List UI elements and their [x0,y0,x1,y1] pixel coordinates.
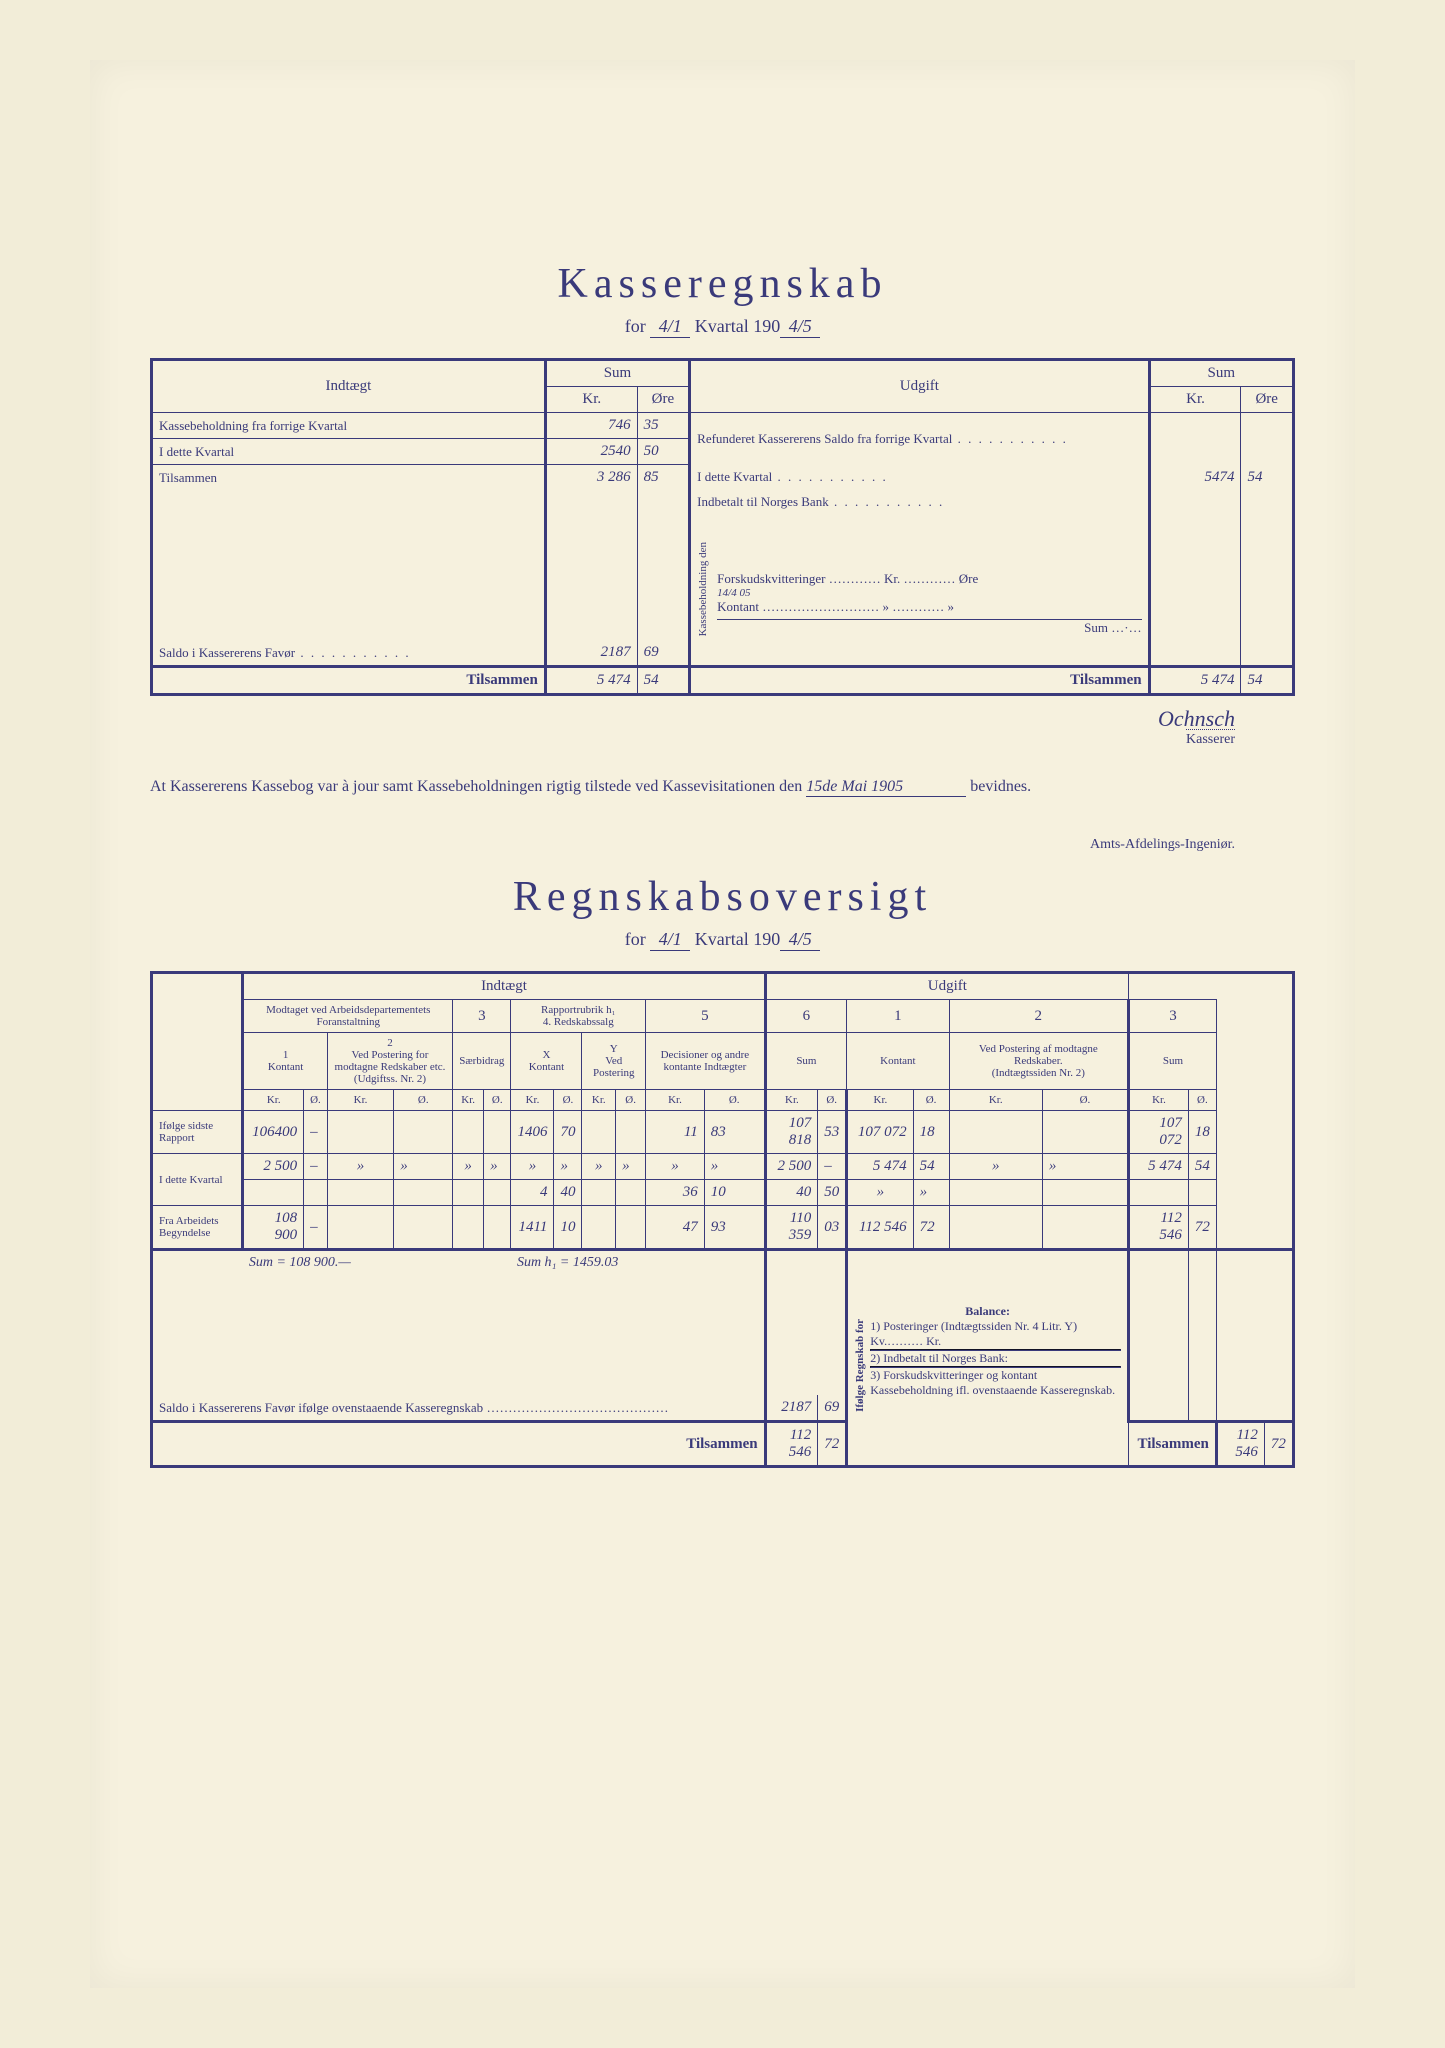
th-kr-l: Kr. [545,387,637,413]
th-ore-l: Øre [637,387,689,413]
subtitle-2: for 4/1 Kvartal 1904/5 [150,929,1295,951]
attest-text: At Kassererens Kassebog var à jour samt … [150,778,802,795]
attest-date: 15de Mai 1905 [806,778,966,797]
r1-label: Kassebeholdning fra forrige Kvartal [152,413,546,439]
amts-label: Amts-Afdelings-Ingeniør. [150,837,1235,853]
r2-ore: 50 [637,439,689,465]
title-1: Kasseregnskab [150,260,1295,308]
th-udgift-2: Udgift [765,973,1128,1000]
th-sum-r: Sum [1149,360,1293,387]
sum-note-1: Sum = 108 900.— [243,1250,511,1276]
tilsammen-l: Tilsammen [152,667,546,695]
tot-r-kr: 5 474 [1149,667,1241,695]
r1-ore: 35 [637,413,689,439]
r6-label: Indbetalt til Norges Bank [697,494,1141,510]
r1-kr: 746 [545,413,637,439]
tot-l-kr: 5 474 [545,667,637,695]
th-udgift: Udgift [690,360,1149,413]
saldo-label-2: Saldo i Kassererens Favør ifølge ovensta… [152,1395,766,1422]
kvartal-label: Kvartal 190 [695,316,780,336]
r3-ore: 85 [637,465,689,491]
th-indtaegt-2: Indtægt [243,973,765,1000]
tilsammen-r-2: Tilsammen [1129,1422,1217,1467]
r2-kr: 2540 [545,439,637,465]
kasseregnskab-table: Indtægt Sum Udgift Sum Kr. Øre Kr. Øre K… [150,358,1295,696]
tilsammen-r: Tilsammen [690,667,1149,695]
th-indtaegt: Indtægt [152,360,546,413]
kasse-vert: Kassebeholdning den [697,542,709,636]
r3-label-2: Fra Arbeidets Begyndelse [152,1206,243,1250]
r8-label: Kontant [717,599,759,614]
r2-label: I dette Kvartal [152,439,546,465]
th-ore-r: Øre [1241,387,1294,413]
tilsammen-l-2: Tilsammen [152,1422,766,1467]
r2-label-2: I dette Kvartal [152,1154,243,1206]
col-c3: 3 [453,1000,511,1033]
col-u2: 2 [949,1000,1128,1033]
col-u3: 3 [1129,1000,1217,1033]
oversigt-table: Indtægt Udgift Modtaget ved Arbeidsdepar… [150,971,1295,1468]
saldo-ore: 69 [637,640,689,667]
document-page: Kasseregnskab for 4/1 Kvartal 1904/5 Ind… [90,60,1355,1988]
th-kr-r: Kr. [1149,387,1241,413]
signature: Ochnsch [1158,706,1235,731]
col-g4: Rapportrubrik h₁4. Redskabssalg [511,1000,646,1033]
tot-r-ore: 54 [1241,667,1294,695]
attestation: At Kassererens Kassebog var à jour samt … [150,778,1295,797]
attest-end: bevidnes. [970,778,1031,795]
r5-kr: 5474 [1149,465,1241,491]
th-sum-l: Sum [545,360,689,387]
col-c6: 6 [765,1000,847,1033]
kvartal-num: 4/1 [650,316,690,338]
r3-label: Tilsammen [152,465,546,491]
balance-box: Balance: Ifølge Regnskab for 1) Posterin… [847,1250,1129,1467]
r3-kr: 3 286 [545,465,637,491]
r4-label: Refunderet Kassererens Saldo fra forrige… [690,413,1149,465]
r1-label-2: Ifølge sidste Rapport [152,1111,243,1154]
r5-label: I dette Kvartal [690,465,1149,491]
col-g1: Modtaget ved Arbeidsdepartementets Foran… [243,1000,453,1033]
kasserer-label: Kasserer [1186,729,1235,747]
r9-label: Sum [1084,620,1108,635]
title-2: Regnskabsoversigt [150,873,1295,921]
sum-note-2: Sum h₁ = 1459.03 [511,1250,765,1276]
col-c5: 5 [646,1000,766,1033]
r8-date: 14/4 05 [717,587,1141,599]
for-label: for [625,316,646,336]
signature-line: Ochnsch Kasserer [150,706,1235,748]
r5-ore: 54 [1241,465,1294,491]
year-frac: 4/5 [780,316,820,338]
subtitle-1: for 4/1 Kvartal 1904/5 [150,316,1295,338]
saldo-label: Saldo i Kassererens Favør [152,640,546,667]
r7-label: Forskudskvitteringer [717,571,825,586]
col-u1: 1 [847,1000,949,1033]
tot-l-ore: 54 [637,667,689,695]
saldo-kr: 2187 [545,640,637,667]
